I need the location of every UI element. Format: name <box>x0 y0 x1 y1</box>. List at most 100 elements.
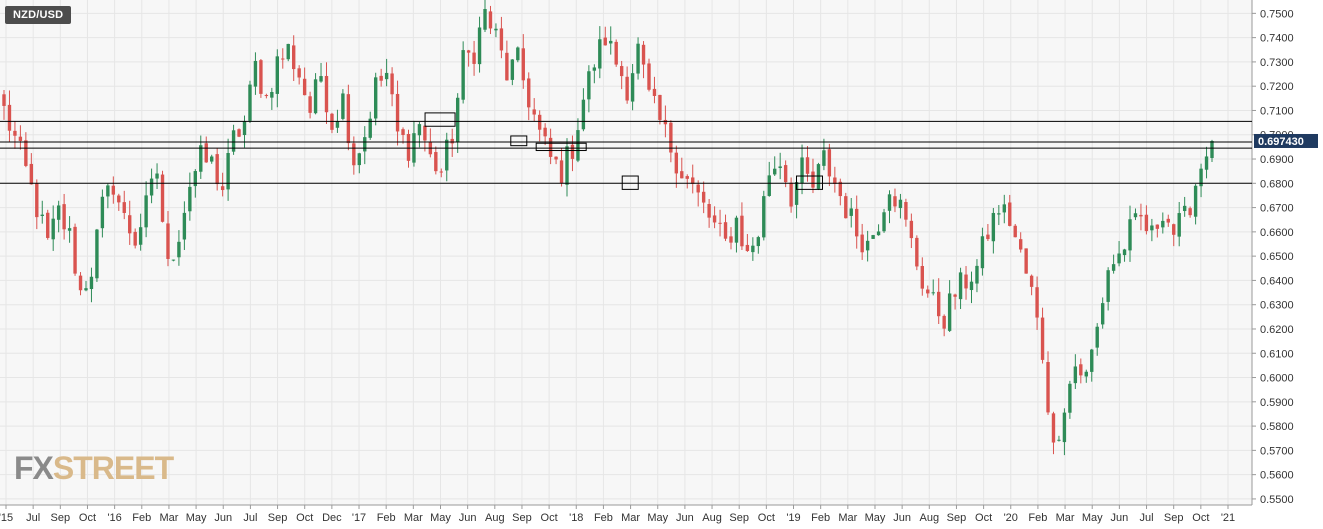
candle-body <box>1166 218 1170 223</box>
candle-body <box>975 265 979 284</box>
candle <box>1177 202 1181 247</box>
candle-body <box>1035 287 1039 318</box>
candle <box>548 128 553 165</box>
candle <box>35 179 39 230</box>
x-tick-label: Oct <box>758 512 775 524</box>
candle-body <box>2 94 6 106</box>
candle-body <box>1046 361 1050 413</box>
candle-body <box>712 215 717 223</box>
candle <box>975 259 979 293</box>
fxstreet-logo: FXSTREET <box>14 452 174 484</box>
candle <box>171 259 176 262</box>
candle <box>969 271 974 304</box>
x-tick-label: Sep <box>1164 512 1184 524</box>
candle-body <box>499 28 504 51</box>
candle-body <box>937 291 941 317</box>
x-tick-label: Aug <box>485 512 505 524</box>
candle <box>855 195 859 249</box>
candle-body <box>1084 371 1088 377</box>
candle-body <box>1090 349 1094 372</box>
candle-body <box>516 47 520 61</box>
y-tick-label: 0.5900 <box>1260 397 1294 409</box>
candle <box>537 110 542 142</box>
candle-body <box>417 124 422 136</box>
candle-body <box>783 165 788 183</box>
candle-body <box>1008 202 1012 226</box>
candle <box>395 80 400 146</box>
candle-body <box>751 245 755 253</box>
y-tick-label: 0.7500 <box>1260 8 1294 20</box>
candle <box>1090 348 1094 382</box>
candle <box>199 135 203 179</box>
candle-body <box>466 50 471 53</box>
candle-body <box>505 52 509 81</box>
candle <box>587 65 591 113</box>
candle-body <box>991 212 996 242</box>
candle-body <box>7 104 12 131</box>
x-tick-label: Jun <box>1111 512 1129 524</box>
candle-body <box>379 75 383 81</box>
candle-body <box>346 94 351 144</box>
candle <box>980 227 985 276</box>
candle <box>384 58 389 87</box>
candle <box>1013 223 1017 238</box>
candle-body <box>1100 303 1105 325</box>
candle <box>1155 224 1160 238</box>
x-tick-label: '18 <box>569 512 583 524</box>
candle <box>1204 146 1209 179</box>
candle-body <box>893 196 897 207</box>
candle-body <box>680 171 684 179</box>
y-tick-label: 0.6800 <box>1260 178 1294 190</box>
candle <box>625 66 629 104</box>
candle-body <box>691 177 695 184</box>
candle <box>357 152 361 174</box>
candle <box>95 228 99 282</box>
candle <box>204 136 208 163</box>
candle <box>390 67 394 107</box>
candle-body <box>811 171 815 188</box>
candle <box>281 48 285 69</box>
x-tick-label: '20 <box>1004 512 1018 524</box>
candle <box>379 68 383 87</box>
highlight-zone <box>535 142 587 152</box>
candle-body <box>598 39 602 69</box>
candle <box>860 223 864 260</box>
candle <box>887 190 892 224</box>
candle-body <box>603 37 607 46</box>
candle <box>964 266 968 300</box>
candle-body <box>406 133 411 161</box>
candle <box>117 193 121 211</box>
candle <box>275 49 279 108</box>
candle <box>1193 184 1198 225</box>
candle <box>893 188 897 213</box>
candle <box>259 58 263 98</box>
candle-body <box>1128 219 1132 251</box>
candle <box>937 278 941 325</box>
x-tick-label: Oct <box>79 512 96 524</box>
candle-body <box>1111 264 1116 271</box>
candle-body <box>729 236 733 243</box>
candle-body <box>95 229 99 279</box>
candle-body <box>652 88 657 96</box>
candle-body <box>767 175 771 196</box>
candle <box>1182 196 1187 217</box>
candle <box>947 280 952 333</box>
candle <box>658 94 662 125</box>
candle <box>543 123 547 146</box>
candle <box>510 59 515 86</box>
candle <box>302 67 307 96</box>
candle <box>773 156 777 177</box>
candle <box>324 62 329 124</box>
candle <box>472 40 476 76</box>
candle-body <box>658 94 662 120</box>
candle <box>783 160 788 188</box>
candle-body <box>701 191 706 203</box>
candle <box>182 201 187 251</box>
candle <box>598 26 602 79</box>
candle <box>1046 351 1050 415</box>
candle <box>827 143 832 187</box>
candle <box>439 168 443 178</box>
candle-body <box>220 186 225 191</box>
candle <box>942 314 946 337</box>
